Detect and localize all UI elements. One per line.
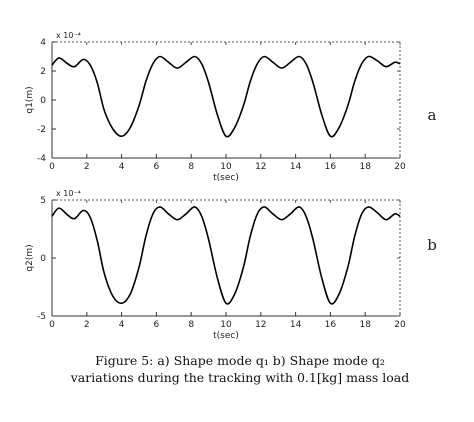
x-tick-label: 16 (325, 162, 337, 172)
y-tick-label: 2 (40, 67, 46, 77)
y-exponent-label: x 10⁻⁴ (56, 31, 81, 40)
caption-line-1: Figure 5: a) Shape mode q₁ b) Shape mode… (95, 353, 385, 368)
y-tick-label: 0 (40, 96, 46, 106)
x-tick-label: 4 (119, 162, 125, 172)
x-tick-label: 6 (154, 162, 160, 172)
panel-label: a (428, 106, 437, 124)
y-tick-label: -2 (37, 125, 46, 135)
x-tick-label: 12 (255, 320, 266, 330)
y-tick-label: 5 (40, 196, 46, 206)
y-axis-label: q2(m) (25, 244, 35, 271)
x-tick-label: 6 (154, 320, 160, 330)
x-tick-label: 18 (359, 162, 371, 172)
x-tick-label: 10 (220, 162, 232, 172)
series-line (51, 55, 401, 138)
figure-caption: Figure 5: a) Shape mode q₁ b) Shape mode… (30, 352, 450, 386)
y-tick-label: 4 (40, 38, 46, 48)
x-tick-label: 14 (290, 162, 302, 172)
y-exponent-label: x 10⁻⁴ (56, 189, 81, 198)
x-tick-label: 2 (84, 162, 90, 172)
series-line (51, 206, 401, 305)
caption-line-2: variations during the tracking with 0.1[… (70, 370, 410, 385)
x-tick-label: 16 (325, 320, 337, 330)
x-tick-label: 14 (290, 320, 302, 330)
x-tick-label: 8 (188, 320, 194, 330)
x-tick-label: 20 (394, 320, 406, 330)
y-tick-label: 0 (40, 254, 46, 264)
panel-label: b (427, 236, 437, 254)
x-tick-label: 2 (84, 320, 90, 330)
y-tick-label: -4 (37, 154, 46, 164)
x-axis-label: t(sec) (213, 331, 239, 341)
x-tick-label: 8 (188, 162, 194, 172)
x-tick-label: 18 (359, 320, 371, 330)
x-axis-label: t(sec) (213, 173, 239, 183)
y-tick-label: -5 (37, 312, 46, 322)
chart-panel-a: 0 2 4 6 8 10 12 14 16 18 20 -4 -2 0 2 4 x 10⁻⁴ t(sec) q1(m… (25, 31, 437, 183)
x-tick-label: 0 (49, 162, 55, 172)
x-tick-label: 10 (220, 320, 232, 330)
x-tick-label: 12 (255, 162, 266, 172)
y-axis-label: q1(m) (25, 86, 35, 113)
x-tick-label: 20 (394, 162, 406, 172)
x-tick-label: 0 (49, 320, 55, 330)
x-tick-label: 4 (119, 320, 125, 330)
